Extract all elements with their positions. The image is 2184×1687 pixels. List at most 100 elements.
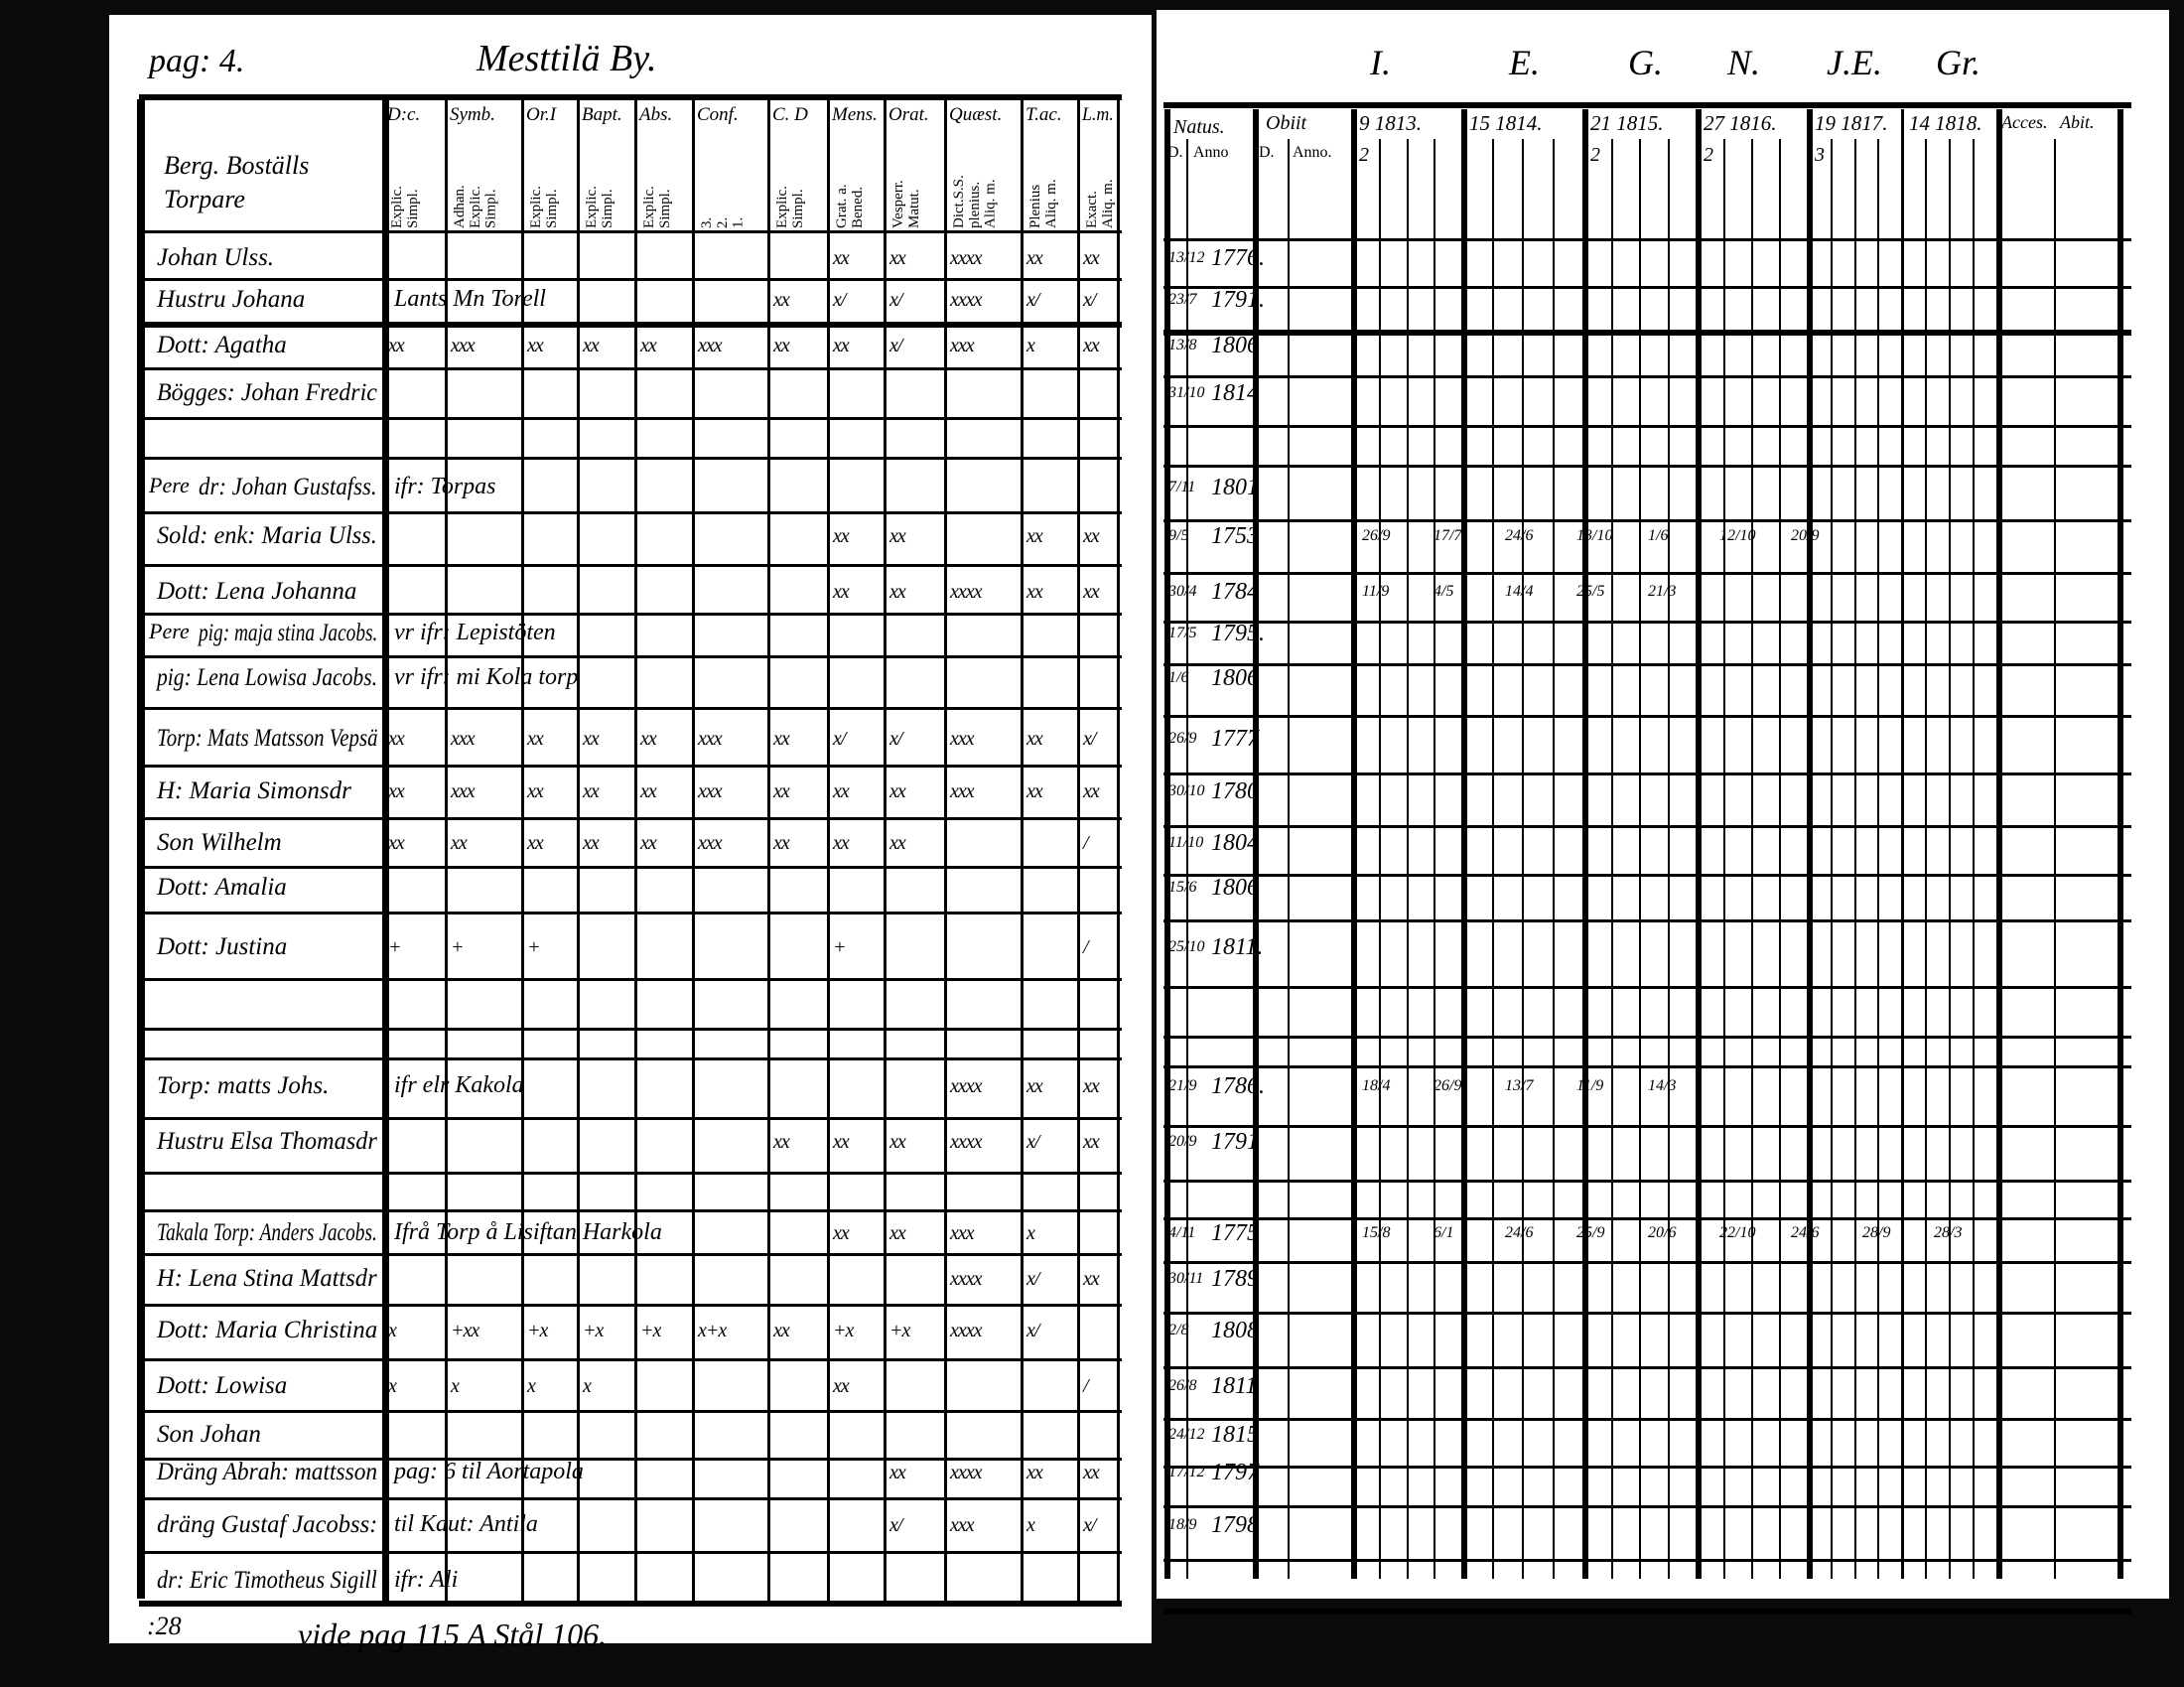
column-subheader: Adhan. Explic. Simpl.	[452, 185, 499, 228]
register-entry-name: Takala Torp: Anders Jacobs.	[157, 1219, 377, 1246]
birth-year: 1804	[1211, 830, 1259, 856]
year-subcolumn-rule	[1925, 139, 1927, 1579]
column-header: Or.I	[526, 104, 557, 125]
catechism-mark: xx	[1083, 1462, 1100, 1483]
catechism-mark: xx	[773, 1131, 790, 1153]
catechism-mark: +	[833, 936, 846, 958]
birth-day: 4/11	[1168, 1224, 1196, 1241]
year-subcolumn-rule	[1949, 139, 1951, 1579]
right-column-rule	[1461, 109, 1467, 1579]
right-column-rule	[1253, 109, 1259, 1579]
catechism-mark: xxxx	[950, 1320, 983, 1341]
catechism-mark: xx	[1026, 1462, 1043, 1483]
catechism-mark: +	[527, 936, 540, 958]
register-entry-name: pig: Lena Lowisa Jacobs.	[157, 664, 378, 691]
right-row-rule	[1163, 1559, 2131, 1562]
year-subcolumn-rule	[1552, 139, 1555, 1579]
birth-day: 20/9	[1168, 1133, 1197, 1150]
column-header: Quæst.	[949, 104, 1003, 125]
right-row-rule	[1163, 986, 2131, 989]
catechism-mark: x/	[1026, 1320, 1039, 1341]
register-entry-note: ifr: Ali	[394, 1567, 459, 1593]
catechism-mark: xx	[1083, 247, 1100, 269]
column-subheader: Exact. Aliq. m.	[1084, 179, 1116, 228]
register-entry-name: Hustru Johana	[157, 286, 306, 313]
year-subcolumn-rule	[1406, 139, 1409, 1579]
top-letter: Gr.	[1936, 43, 1981, 82]
catechism-mark: x	[1026, 1222, 1035, 1244]
examination-date: 11/9	[1362, 583, 1390, 600]
catechism-mark: xxxx	[950, 1462, 983, 1483]
column-subheader: Explic. Simpl.	[389, 186, 421, 228]
examination-date: 28/9	[1862, 1224, 1891, 1241]
birth-day: 15/6	[1168, 879, 1197, 896]
birth-day: 30/11	[1168, 1270, 1204, 1287]
catechism-mark: xx	[1026, 247, 1043, 269]
catechism-mark: +x	[889, 1320, 910, 1341]
birth-day: 23/7	[1168, 291, 1197, 308]
catechism-mark: xxx	[698, 832, 723, 854]
catechism-mark: +xx	[451, 1320, 479, 1341]
right-row-rule	[1163, 621, 2131, 624]
examination-date: 12/10	[1719, 527, 1756, 544]
catechism-mark: xx	[1026, 728, 1043, 750]
birth-year: 1801	[1211, 475, 1259, 500]
birth-year: 1806	[1211, 875, 1259, 901]
birth-year: 1777	[1211, 726, 1259, 752]
register-entry-name: Son Johan	[157, 1421, 261, 1448]
catechism-mark: x	[451, 1375, 460, 1397]
column-header: T.ac.	[1025, 104, 1062, 125]
year-subcolumn-rule	[1639, 139, 1641, 1579]
row-prefix: Pere	[149, 619, 190, 643]
birth-year: 1808	[1211, 1318, 1259, 1343]
catechism-mark: /	[1083, 832, 1088, 854]
catechism-mark: xxxx	[950, 1075, 983, 1097]
left-row-rule	[139, 655, 1122, 658]
column-header: Bapt.	[582, 104, 622, 125]
birth-day: 13/8	[1168, 337, 1197, 353]
right-row-rule	[1163, 1418, 2131, 1421]
register-entry-name: Bögges: Johan Fredric	[157, 379, 377, 406]
birth-day: 24/12	[1168, 1426, 1205, 1443]
catechism-mark: xxx	[950, 1514, 975, 1536]
catechism-mark: +x	[527, 1320, 548, 1341]
examination-date: 13/7	[1505, 1077, 1534, 1094]
examination-date: 4/5	[1433, 583, 1454, 600]
birth-year: 1753	[1211, 523, 1259, 549]
examination-date: 13/10	[1576, 527, 1613, 544]
catechism-mark: xxx	[451, 335, 476, 356]
catechism-mark: +x	[640, 1320, 661, 1341]
left-row-rule	[139, 1304, 1122, 1307]
right-row-rule	[1163, 715, 2131, 718]
right-row-rule	[1163, 1180, 2131, 1183]
examination-date: 20/6	[1648, 1224, 1677, 1241]
examination-date: 14/4	[1505, 583, 1534, 600]
left-column-rule	[445, 99, 448, 1601]
column-header: Conf.	[697, 104, 739, 125]
catechism-mark: xx	[527, 780, 544, 802]
year-subcolumn-rule	[1973, 139, 1975, 1579]
catechism-mark: x/	[833, 289, 846, 311]
left-column-rule	[634, 99, 637, 1601]
left-row-rule	[139, 1458, 1122, 1461]
catechism-mark: xxx	[451, 728, 476, 750]
top-letter: N.	[1727, 43, 1761, 82]
catechism-mark: xx	[889, 832, 906, 854]
right-row-rule	[1163, 874, 2131, 877]
birth-day: 17/5	[1168, 625, 1197, 641]
birth-day: 26/9	[1168, 730, 1197, 747]
birth-day: 13/12	[1168, 249, 1205, 266]
left-row-rule	[139, 1551, 1122, 1554]
register-entry-note: til Kaut: Antila	[394, 1511, 538, 1537]
catechism-mark: x	[583, 1375, 592, 1397]
catechism-mark: x/	[833, 728, 846, 750]
catechism-mark: xx	[773, 780, 790, 802]
catechism-mark: xx	[1083, 780, 1100, 802]
birth-day: 2/8	[1168, 1322, 1189, 1338]
register-entry-name: Dott: Lowisa	[157, 1372, 288, 1399]
birth-day: 17/12	[1168, 1464, 1205, 1480]
page-number: pag: 4.	[149, 43, 245, 79]
left-column-rule	[767, 99, 770, 1601]
birth-day: 25/10	[1168, 938, 1205, 955]
catechism-mark: x/	[1083, 1514, 1096, 1536]
